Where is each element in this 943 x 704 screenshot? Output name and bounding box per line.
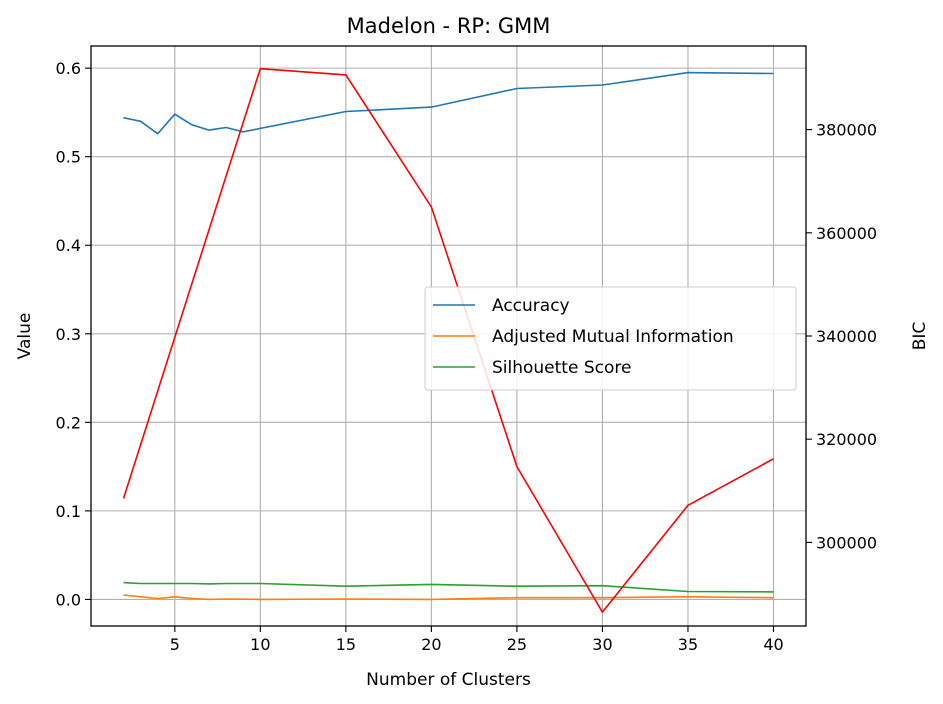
y2-tick-label: 300000 [816, 533, 877, 552]
x-axis: 5 10 15 20 25 30 35 40 [170, 626, 784, 654]
y-tick-label: 0.0 [56, 590, 81, 609]
x-tick-label: 30 [592, 635, 612, 654]
y2-tick-label: 320000 [816, 430, 877, 449]
series-line-adjusted-mutual-information [123, 594, 774, 601]
y-axis-right: 300000 320000 340000 360000 380000 [806, 121, 877, 552]
y-tick-label: 0.2 [56, 413, 81, 432]
legend-label: Accuracy [492, 296, 570, 316]
y-tick-label: 0.5 [56, 148, 81, 167]
y-axis-label: Value [15, 313, 35, 360]
x-tick-label: 5 [170, 635, 180, 654]
x-tick-label: 25 [507, 635, 527, 654]
y2-tick-label: 340000 [816, 327, 877, 346]
legend-box [424, 286, 797, 391]
y2-axis-label: BIC [910, 322, 930, 351]
y2-tick-label: 360000 [816, 224, 877, 243]
legend: Accuracy Adjusted Mutual Information Silho… [424, 286, 797, 391]
x-tick-label: 15 [336, 635, 356, 654]
series-line-silhouette-score [123, 581, 774, 593]
legend-label: Silhouette Score [492, 358, 631, 378]
x-tick-label: 20 [421, 635, 441, 654]
y-tick-label: 0.4 [56, 236, 81, 255]
x-tick-label: 40 [763, 635, 783, 654]
x-tick-label: 10 [250, 635, 270, 654]
y-tick-label: 0.6 [56, 59, 81, 78]
series-line-accuracy [123, 71, 774, 135]
y-tick-label: 0.3 [56, 325, 81, 344]
x-tick-label: 35 [678, 635, 698, 654]
y-axis-left: 0.0 0.1 0.2 0.3 0.4 0.5 0.6 [56, 59, 91, 609]
x-axis-label: Number of Clusters [366, 670, 531, 690]
chart-title: Madelon - RP: GMM [347, 14, 551, 38]
y-tick-label: 0.1 [56, 502, 81, 521]
y2-tick-label: 380000 [816, 121, 877, 140]
legend-label: Adjusted Mutual Information [492, 327, 734, 347]
